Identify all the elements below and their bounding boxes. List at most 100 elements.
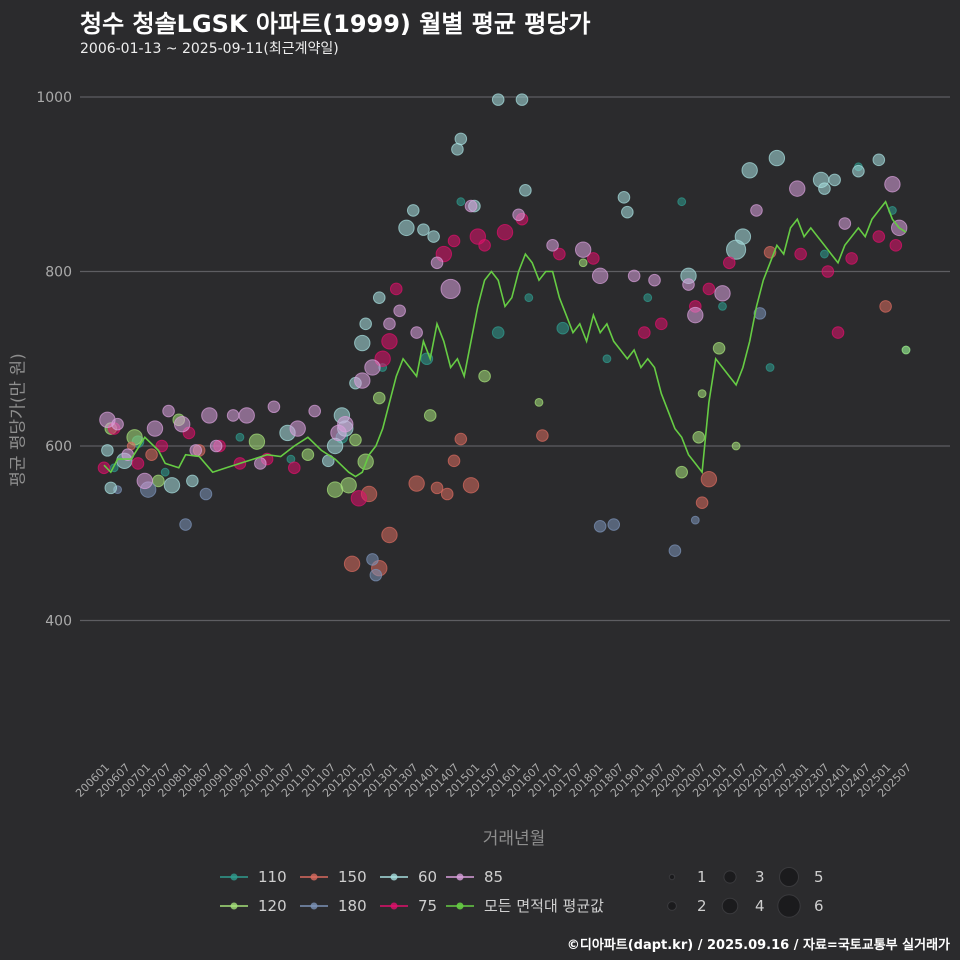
data-point: [591, 267, 609, 285]
data-point: [162, 404, 175, 418]
data-point: [536, 429, 549, 442]
legend-label: 150: [338, 868, 367, 886]
data-point: [430, 256, 444, 270]
data-point: [359, 317, 372, 331]
data-point: [884, 176, 901, 193]
data-point: [534, 397, 544, 407]
data-point: [427, 230, 440, 243]
legend-size-circle: [668, 873, 676, 881]
data-point: [638, 326, 651, 339]
data-point: [621, 205, 634, 219]
data-point: [160, 467, 170, 477]
data-point: [440, 278, 461, 300]
legend-area-sizes: 110 150 60 85 120 180 75 모든 면적대 평균값: [220, 868, 604, 915]
legend-size-label: 3: [755, 868, 765, 886]
legend-size-label: 4: [755, 897, 765, 915]
data-point: [201, 407, 218, 424]
data-point: [553, 247, 566, 261]
data-point: [852, 164, 865, 178]
data-point: [288, 461, 301, 475]
data-point: [695, 496, 709, 510]
data-point: [267, 400, 281, 414]
data-point: [491, 93, 505, 106]
data-point: [389, 282, 403, 296]
data-point: [289, 420, 306, 437]
data-point: [838, 217, 852, 230]
data-point: [750, 204, 763, 217]
data-point: [722, 256, 736, 270]
y-tick-label: 400: [45, 614, 72, 630]
data-point: [354, 372, 371, 389]
legend-label: 60: [418, 868, 437, 886]
data-point: [587, 252, 600, 265]
legend-size-label: 2: [697, 897, 707, 915]
legend-swatch-dot: [230, 902, 238, 910]
data-point: [794, 247, 807, 261]
legend-label: 110: [258, 868, 287, 886]
data-point: [712, 341, 726, 355]
data-point: [199, 487, 213, 501]
data-point: [369, 568, 383, 582]
legend-size-circle: [667, 901, 677, 911]
data-point: [753, 307, 767, 320]
data-point: [889, 239, 903, 252]
data-point: [593, 519, 607, 533]
data-point: [101, 444, 114, 457]
data-point: [226, 409, 240, 422]
data-point: [519, 184, 532, 197]
data-point: [677, 197, 687, 207]
data-point: [697, 389, 707, 399]
data-point: [741, 162, 758, 179]
data-point: [383, 317, 396, 331]
data-point: [820, 249, 829, 259]
data-point: [627, 269, 641, 283]
data-point: [462, 477, 480, 494]
y-tick-label: 1000: [36, 90, 72, 106]
data-point: [648, 273, 661, 287]
data-point: [440, 487, 454, 501]
data-point: [901, 345, 911, 355]
data-point: [675, 465, 689, 479]
data-point: [104, 481, 118, 495]
y-tick-label: 600: [45, 439, 72, 455]
data-point: [155, 439, 169, 453]
data-point: [238, 407, 255, 424]
data-point: [430, 481, 444, 495]
data-point: [602, 354, 612, 364]
data-point: [607, 518, 621, 531]
data-point: [163, 477, 181, 494]
source-caption: ©디아파트(dapt.kr) / 2025.09.16 / 자료=국토교통부 실…: [566, 938, 950, 953]
data-point: [464, 199, 478, 213]
data-point: [410, 326, 423, 339]
data-point: [692, 430, 706, 444]
data-point: [406, 204, 420, 217]
data-point: [447, 454, 461, 468]
x-axis-label: 거래년월: [482, 829, 546, 849]
data-point: [731, 441, 741, 451]
data-point: [668, 544, 682, 558]
legend-size-label: 6: [814, 897, 824, 915]
data-point: [831, 326, 845, 339]
legend-label: 모든 면적대 평균값: [484, 897, 604, 915]
legend-size-label: 5: [814, 868, 824, 886]
data-point: [643, 293, 653, 303]
data-point: [408, 475, 425, 492]
y-axis-label: 평균 평당가(만 원): [8, 353, 29, 487]
data-point: [254, 457, 267, 470]
data-point: [398, 219, 415, 237]
legend-label: 120: [258, 897, 287, 915]
data-point: [340, 477, 357, 494]
data-point: [845, 252, 858, 265]
data-point: [393, 304, 406, 318]
scatter-points: [97, 93, 911, 582]
data-point: [381, 333, 398, 350]
data-point: [343, 555, 361, 572]
data-point: [179, 518, 192, 531]
legend-size-circle: [723, 870, 737, 884]
legend-swatch-dot: [390, 902, 398, 910]
data-point: [417, 223, 430, 236]
legend-size-circle: [779, 867, 799, 887]
y-axis-ticks: 400 600 800 1000: [36, 90, 72, 630]
data-point: [578, 258, 588, 268]
legend-size-label: 1: [697, 868, 707, 886]
